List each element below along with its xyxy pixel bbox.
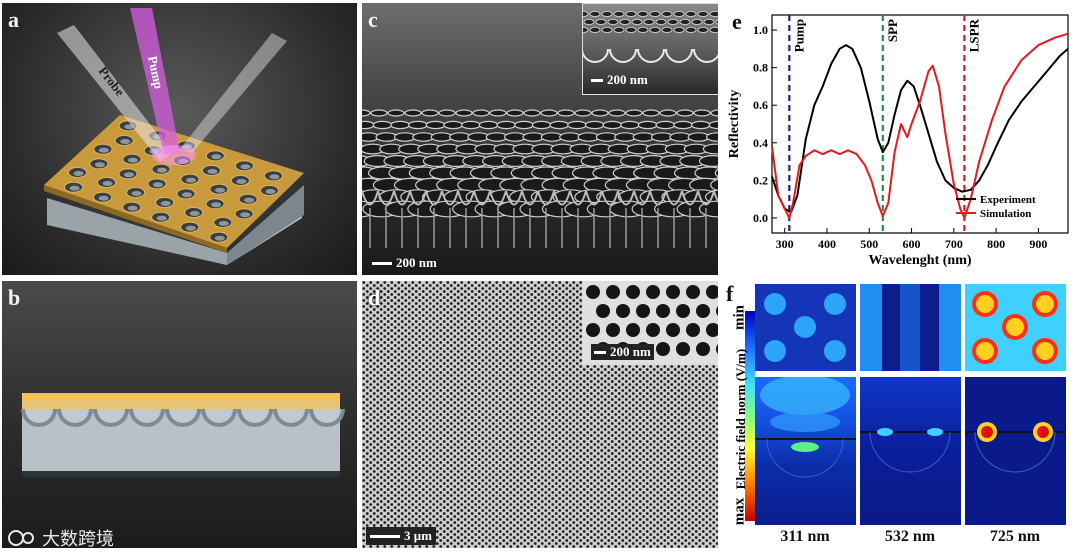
scale-bar-c: 200 nm [372, 255, 437, 271]
series-line [771, 32, 1069, 219]
y-tick-label: 0.2 [753, 173, 768, 187]
plot-frame [771, 14, 1069, 234]
panel-label-c: c [368, 7, 378, 32]
y-axis-label: Reflectivity [727, 90, 742, 158]
panel-a: Probe Pump a [2, 3, 357, 275]
sem-inset-d: 200 nm [582, 281, 718, 365]
device-cross-section-illustration [21, 393, 345, 477]
panel-c: 200 nm c 200 nm [362, 3, 718, 275]
x-tick-label: 600 [903, 237, 921, 251]
device-3d-illustration: Probe Pump [44, 8, 304, 265]
sem-tilted-image [362, 109, 718, 248]
field-map-top-532 [860, 284, 961, 371]
field-map-side-532 [860, 377, 961, 525]
panel-d: 200 nm d 3 μm [362, 281, 718, 548]
x-tick-label: 800 [987, 237, 1005, 251]
y-tick-label: 0.4 [753, 136, 768, 150]
y-tick-label: 0.0 [753, 211, 768, 225]
annotation-label: LSPR [966, 18, 981, 52]
scale-bar-d: 3 μm [366, 527, 436, 545]
field-map-top-311 [755, 284, 856, 371]
annotation-label: SPP [885, 19, 900, 42]
y-tick-label: 0.6 [753, 98, 768, 112]
panel-label-b: b [8, 285, 21, 310]
colorbar-title: Electric field norm (V/m) [733, 348, 748, 490]
x-tick-label: 500 [860, 237, 878, 251]
wavelength-label-725: 725 nm [989, 528, 1041, 545]
panel-label-f: f [726, 281, 734, 306]
panel-e: 300 400 500 600 700 800 900 0.0 0.2 0.4 0.6 0.8 1.0 W… [722, 3, 1078, 275]
panel-label-d: d [368, 285, 381, 310]
reflectivity-chart: 300 400 500 600 700 800 900 0.0 0.2 0.4 0.6 0.8 1.0 W… [727, 14, 1069, 268]
y-tick-label: 1.0 [753, 23, 768, 37]
field-map-top-725 [965, 284, 1066, 371]
pump-label: Pump [145, 55, 167, 91]
panel-label-e: e [732, 9, 742, 34]
scale-bar-d-inset: 200 nm [591, 344, 654, 360]
x-tick-label: 400 [818, 237, 836, 251]
legend-entry: Simulation [980, 208, 1031, 220]
y-tick-label: 0.8 [753, 61, 768, 75]
legend-entry: Experiment [980, 194, 1036, 206]
scale-bar-c-inset: 200 nm [591, 72, 648, 88]
colorbar [745, 311, 755, 521]
watermark: 大数跨境 [6, 525, 114, 551]
wavelength-label-532: 532 nm [884, 528, 936, 545]
x-tick-label: 300 [776, 237, 794, 251]
watermark-logo-icon [8, 530, 34, 546]
field-map-side-725 [965, 377, 1066, 525]
x-tick-label: 900 [1029, 237, 1047, 251]
x-axis-label: Wavelenght (nm) [868, 253, 971, 268]
sem-inset-c: 200 nm [582, 3, 718, 95]
panel-f: f min max Electric field norm (V/m) 311 … [722, 281, 1078, 553]
panel-b: b [2, 281, 357, 548]
annotation-label: Pump [791, 19, 806, 52]
field-map-side-311 [755, 377, 856, 525]
x-tick-label: 700 [945, 237, 963, 251]
panel-label-a: a [8, 7, 19, 32]
series-line [771, 44, 1069, 214]
wavelength-label-311: 311 nm [780, 528, 830, 545]
